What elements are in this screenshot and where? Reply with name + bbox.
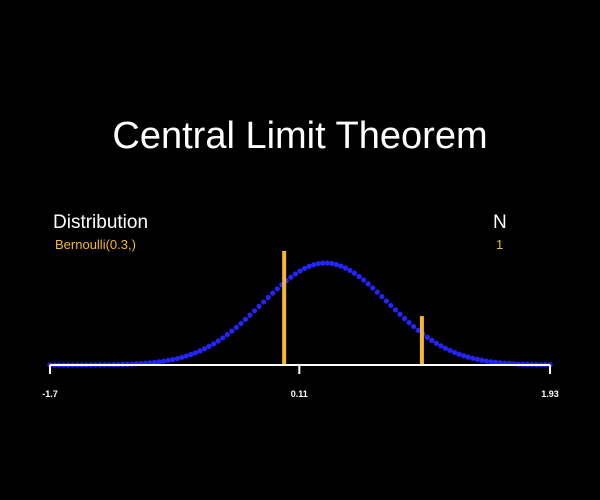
curve-point [411,323,417,330]
probability-bar [282,250,287,365]
curve-point [315,261,321,267]
curve-point [288,274,294,280]
curve-point [383,298,389,304]
curve-point [333,261,339,268]
curve-point [388,302,394,309]
curve-point [429,337,435,343]
curve-point [215,338,221,344]
curve-point [365,281,371,287]
probability-bar [419,316,424,365]
curve-point [306,263,312,269]
curve-point [179,354,185,360]
curve-point [197,348,203,354]
curve-point [224,332,230,338]
curve-point [301,265,308,272]
curve-point [229,328,235,334]
curve-point [251,308,258,314]
normal-curve [47,260,553,368]
curve-point [156,359,162,365]
curve-point [192,350,199,356]
x-axis: -1.7 0.11 1.93 [42,364,559,399]
probability-bars [282,250,424,365]
curve-point [392,307,399,313]
curve-point [492,359,499,365]
curve-point [311,262,317,268]
curve-point [220,335,226,341]
curve-point [256,303,262,309]
curve-point [292,271,299,277]
chart-title: Central Limit Theorem [112,115,488,157]
tick-label: -1.7 [42,389,58,399]
curve-point [165,357,171,364]
tick-label: 0.11 [291,389,308,399]
distribution-value: Bernoulli(0.3,) [55,237,136,252]
curve-point [465,354,471,360]
curve-point [483,358,489,364]
curve-point [274,286,280,292]
distribution-label: Distribution [53,212,149,233]
curve-point [415,327,421,333]
curve-point [188,351,194,358]
curve-point [211,341,217,347]
curve-point [324,260,330,266]
curve-point [401,315,408,322]
curve-point [474,356,480,362]
curve-point [356,273,362,280]
curve-point [479,357,485,363]
curve-point [424,334,430,340]
curve-point [233,324,239,330]
curve-point [201,346,208,352]
curve-point [397,311,403,317]
curve-point [351,270,358,276]
curve-point [242,316,249,322]
curve-point [297,268,303,274]
curve-point [347,267,353,274]
curve-point [488,359,494,365]
curve-point [461,353,467,359]
curve-point [406,320,412,326]
curve-point [451,349,458,356]
curve-point [370,285,376,291]
tick-label: 1.93 [541,389,559,399]
curve-point [261,299,267,305]
curve-point [456,351,462,357]
curve-point [379,293,385,300]
curve-point [170,356,176,363]
curve-point [206,343,212,349]
curve-point [247,312,253,318]
curve-point [433,340,439,346]
curve-point [151,359,158,365]
curve-point [329,260,335,267]
curve-point [338,263,344,269]
curve-point [342,265,349,271]
curve-point [174,355,180,362]
n-value: 1 [496,237,504,252]
curve-point [361,277,367,283]
n-label: N [493,212,507,233]
curve-point [183,353,189,359]
curve-point [238,320,244,327]
curve-point [447,347,453,354]
curve-point [320,260,326,266]
curve-point [374,289,380,295]
curve-point [470,355,476,361]
curve-point [438,343,444,349]
curve-point [270,290,276,296]
curve-point [442,345,449,351]
curve-point [265,294,271,301]
curve-point [161,358,167,364]
